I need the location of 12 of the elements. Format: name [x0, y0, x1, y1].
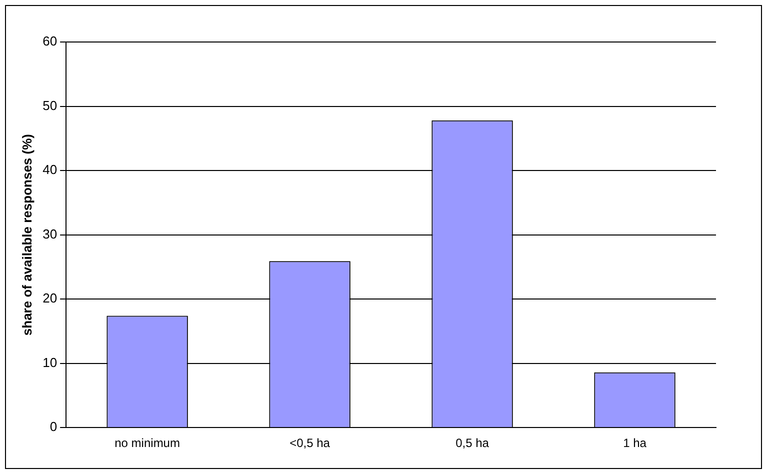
x-tick-label: 1 ha: [623, 436, 647, 450]
y-tick-label: 60: [42, 34, 58, 49]
y-tick-label: 30: [42, 226, 58, 242]
x-tick-label: 0,5 ha: [456, 436, 490, 450]
y-tick-label: 10: [42, 354, 58, 370]
x-tick-label: <0,5 ha: [290, 436, 330, 450]
y-tick-label: 40: [42, 162, 58, 178]
y-tick-label: 20: [42, 290, 58, 306]
x-tick-label: no minimum: [114, 436, 180, 450]
y-tick-label: 50: [42, 98, 58, 113]
y-tick-label: 0: [50, 419, 58, 434]
y-axis-title: share of available responses (%): [19, 134, 34, 336]
